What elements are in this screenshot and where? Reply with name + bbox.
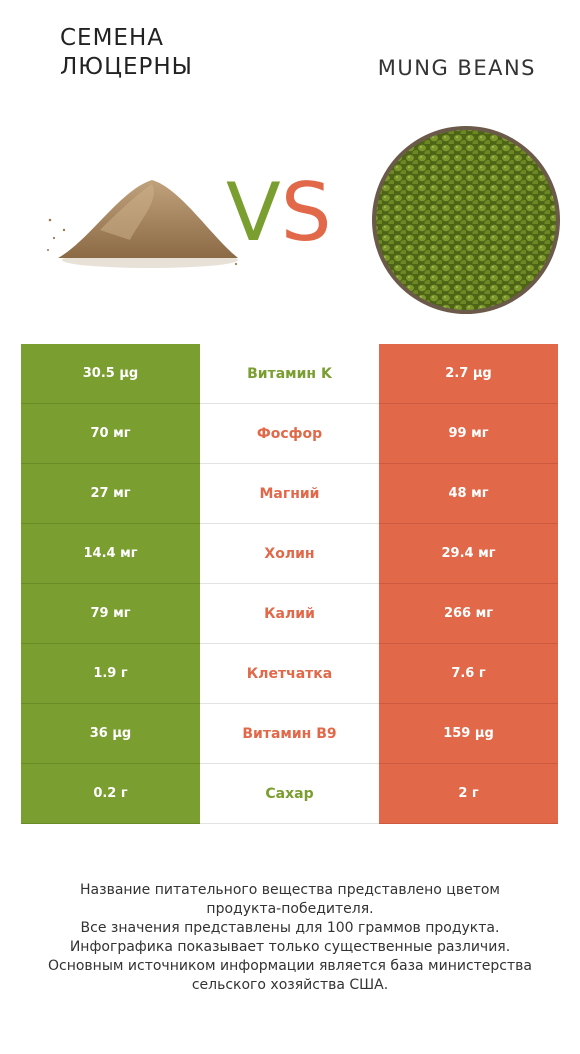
footer-line: Все значения представлены для 100 граммо… [80,920,500,936]
nutrient-name-cell: Клетчатка [200,644,379,704]
table-row: 14.4 мг Холин 29.4 мг [21,524,558,584]
right-food-title: MUNG BEANS [377,56,536,80]
nutrient-name-cell: Витамин B9 [200,704,379,764]
table-row: 1.9 г Клетчатка 7.6 г [21,644,558,704]
footer-line: Основным источником информации является … [48,958,532,974]
table-row: 0.2 г Сахар 2 г [21,764,558,824]
mung-beans-bowl-image [372,126,560,314]
nutrient-name-cell: Магний [200,464,379,524]
left-value-cell: 27 мг [21,464,200,524]
right-value-cell: 29.4 мг [379,524,558,584]
versus-v: V [226,166,281,259]
versus-s: S [280,166,332,259]
footer-line: продукта-победителя. [206,901,374,917]
left-value-cell: 36 µg [21,704,200,764]
left-value-cell: 30.5 µg [21,344,200,404]
right-value-cell: 2.7 µg [379,344,558,404]
left-food-title-line2: люцерны [60,54,193,80]
nutrient-name-cell: Калий [200,584,379,644]
left-value-cell: 79 мг [21,584,200,644]
right-value-cell: 266 мг [379,584,558,644]
nutrient-name-cell: Сахар [200,764,379,824]
left-value-cell: 0.2 г [21,764,200,824]
nutrient-name-cell: Холин [200,524,379,584]
right-value-cell: 7.6 г [379,644,558,704]
left-value-cell: 70 мг [21,404,200,464]
footer-line: Инфографика показывает только существенн… [69,939,511,955]
alfalfa-seed-pile-image [47,180,238,268]
table-row: 70 мг Фосфор 99 мг [21,404,558,464]
right-value-cell: 48 мг [379,464,558,524]
left-food-title-line1: Семена [60,25,164,51]
footer-note: Название питательного вещества представл… [20,881,560,995]
nutrient-name-cell: Фосфор [200,404,379,464]
table-row: 27 мг Магний 48 мг [21,464,558,524]
comparison-table: 30.5 µg Витамин K 2.7 µg 70 мг Фосфор 99 мг 27… [21,344,558,824]
right-value-cell: 159 µg [379,704,558,764]
right-value-cell: 2 г [379,764,558,824]
versus-label: VS [226,168,332,258]
left-value-cell: 1.9 г [21,644,200,704]
table-row: 79 мг Калий 266 мг [21,584,558,644]
footer-line: Название питательного вещества представл… [80,882,500,898]
left-food-title: Семена люцерны [60,24,260,82]
nutrient-name-cell: Витамин K [200,344,379,404]
footer-line: сельского хозяйства США. [191,977,389,993]
table-row: 30.5 µg Витамин K 2.7 µg [21,344,558,404]
right-value-cell: 99 мг [379,404,558,464]
left-value-cell: 14.4 мг [21,524,200,584]
table-row: 36 µg Витамин B9 159 µg [21,704,558,764]
